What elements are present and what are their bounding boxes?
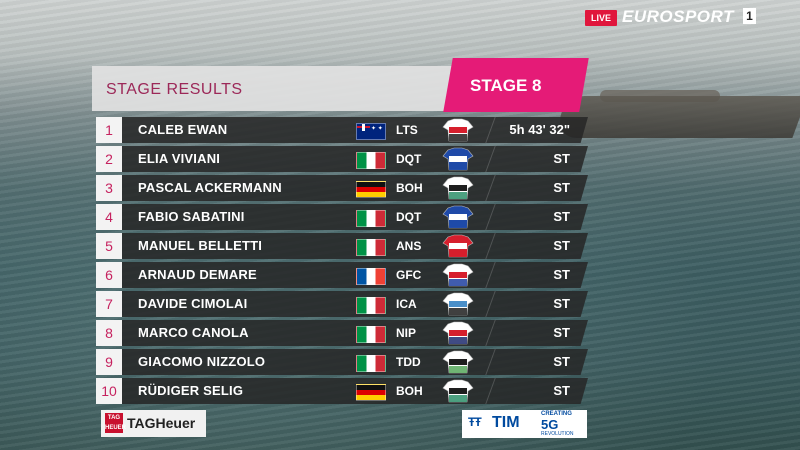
flag-icon (356, 355, 386, 372)
team-code: BOH (396, 181, 423, 195)
team-code: GFC (396, 268, 422, 282)
flag-icon (356, 239, 386, 256)
team-code: LTS (396, 123, 418, 137)
position: 3 (96, 175, 122, 201)
tim-creating: CREATING (541, 411, 572, 417)
results-title: STAGE RESULTS (106, 81, 243, 98)
position: 6 (96, 262, 122, 288)
jersey-icon (442, 321, 474, 345)
finish-time: 5h 43' 32" (509, 122, 570, 137)
position: 7 (96, 291, 122, 317)
tim-sponsor: ŦŦ TIM CREATING 5G REVOLUTION (462, 410, 587, 438)
jersey-icon (442, 379, 474, 403)
result-row: 4 FABIO SABATINI DQT ST (96, 204, 588, 230)
jersey-icon (442, 292, 474, 316)
team-code: ANS (396, 239, 422, 253)
tim-revolution: REVOLUTION (541, 431, 574, 437)
team-code: DQT (396, 152, 422, 166)
position: 10 (96, 378, 122, 404)
finish-time: ST (553, 180, 570, 195)
rider-name: CALEB EWAN (138, 122, 228, 137)
stage-label: STAGE 8 (470, 76, 542, 95)
background-pier (552, 96, 800, 138)
jersey-icon (442, 350, 474, 374)
rider-name: FABIO SABATINI (138, 209, 245, 224)
rider-name: MARCO CANOLA (138, 325, 249, 340)
jersey-icon (442, 176, 474, 200)
tag-heuer-sponsor: TAG HEUER TAGHeuer (101, 410, 206, 437)
channel-logo: EUROSPORT (622, 7, 734, 26)
tim-logo-icon: ŦŦ (468, 415, 482, 429)
finish-time: ST (553, 238, 570, 253)
flag-icon (356, 181, 386, 198)
team-code: TDD (396, 355, 421, 369)
finish-time: ST (553, 354, 570, 369)
jersey-icon (442, 147, 474, 171)
result-row: 2 ELIA VIVIANI DQT ST (96, 146, 588, 172)
position: 5 (96, 233, 122, 259)
tim-5g: 5G (541, 417, 559, 432)
flag-icon (356, 210, 386, 227)
jersey-icon (442, 205, 474, 229)
rider-name: MANUEL BELLETTI (138, 238, 263, 253)
result-row: 6 ARNAUD DEMARE GFC ST (96, 262, 588, 288)
team-code: BOH (396, 384, 423, 398)
rider-name: DAVIDE CIMOLAI (138, 296, 248, 311)
jersey-icon (442, 118, 474, 142)
flag-icon (356, 384, 386, 401)
rider-name: ELIA VIVIANI (138, 151, 221, 166)
finish-time: ST (553, 151, 570, 166)
rider-name: PASCAL ACKERMANN (138, 180, 282, 195)
flag-icon (356, 123, 386, 140)
finish-time: ST (553, 209, 570, 224)
jersey-icon (442, 234, 474, 258)
tag-heuer-logo: TAG HEUER (105, 413, 127, 433)
position: 9 (96, 349, 122, 375)
result-row: 9 GIACOMO NIZZOLO TDD ST (96, 349, 588, 375)
team-code: ICA (396, 297, 417, 311)
position: 1 (96, 117, 122, 143)
live-badge: LIVE (585, 10, 618, 26)
channel-number: 1 (743, 8, 756, 24)
result-row: 3 PASCAL ACKERMANN BOH ST (96, 175, 588, 201)
flag-icon (356, 326, 386, 343)
rider-name: ARNAUD DEMARE (138, 267, 257, 282)
finish-time: ST (553, 325, 570, 340)
result-row: 5 MANUEL BELLETTI ANS ST (96, 233, 588, 259)
result-row: 1 CALEB EWAN LTS 5h 43' 32" (96, 117, 588, 143)
jersey-icon (442, 263, 474, 287)
result-row: 8 MARCO CANOLA NIP ST (96, 320, 588, 346)
position: 8 (96, 320, 122, 346)
team-code: DQT (396, 210, 422, 224)
rider-name: RÜDIGER SELIG (138, 383, 244, 398)
finish-time: ST (553, 267, 570, 282)
finish-time: ST (553, 296, 570, 311)
flag-icon (356, 152, 386, 169)
flag-icon (356, 297, 386, 314)
rider-name: GIACOMO NIZZOLO (138, 354, 266, 369)
result-row: 10 RÜDIGER SELIG BOH ST (96, 378, 588, 404)
flag-icon (356, 268, 386, 285)
finish-time: ST (553, 383, 570, 398)
result-row: 7 DAVIDE CIMOLAI ICA ST (96, 291, 588, 317)
team-code: NIP (396, 326, 417, 340)
position: 2 (96, 146, 122, 172)
position: 4 (96, 204, 122, 230)
tim-text: TIM (492, 414, 520, 431)
tag-heuer-text: TAGHeuer (127, 415, 196, 431)
results-header: STAGE RESULTS (92, 66, 462, 111)
